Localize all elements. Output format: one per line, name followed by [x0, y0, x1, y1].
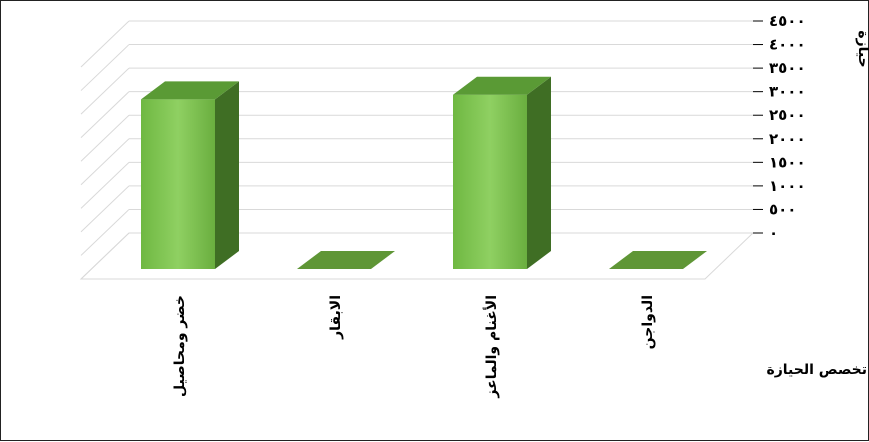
- x-axis-category-labels: خضر ومحاصيل الابقار الأغنام والماعز الدواجن: [172, 295, 656, 399]
- gridline-side: [81, 92, 129, 138]
- x-category-label: الابقار: [328, 295, 344, 340]
- gridline-side: [81, 186, 129, 232]
- y-tick-label: ٣٥٠٠: [769, 59, 806, 77]
- y-tick-label: ٠: [769, 224, 778, 242]
- gridline-side: [81, 162, 129, 208]
- gridline-side: [81, 45, 129, 91]
- gridline-side: [81, 115, 129, 161]
- y-axis-title: حيازة: [855, 30, 869, 67]
- y-tick-label: ١٠٠٠: [769, 177, 806, 195]
- bar: [453, 77, 551, 269]
- y-tick-label: ٢٠٠٠: [769, 130, 806, 148]
- bar-side-face: [215, 81, 239, 269]
- bar: [141, 81, 239, 269]
- x-category-label: الأغنام والماعز: [483, 295, 500, 399]
- gridline-side: [81, 139, 129, 185]
- x-category-label: خضر ومحاصيل: [172, 295, 188, 397]
- bar-side-face: [527, 77, 551, 269]
- y-tick-label: ٣٠٠٠: [769, 83, 806, 101]
- bar-front-face: [141, 99, 215, 269]
- gridline-side: [81, 68, 129, 114]
- y-tick-label: ٤٥٠٠: [769, 12, 806, 30]
- x-category-label: الدواجن: [640, 295, 656, 349]
- y-axis-tick-labels: ٠ ٥٠٠ ١٠٠٠ ١٥٠٠ ٢٠٠٠ ٢٥٠٠ ٣٠٠٠ ٣٥٠٠ ٤٠٠٠ ٤٥٠٠: [769, 12, 806, 242]
- bar-front-face: [453, 95, 527, 269]
- y-tick-label: ١٥٠٠: [769, 153, 806, 171]
- y-tick-label: ٤٠٠٠: [769, 36, 806, 54]
- y-tick-label: ٥٠٠: [769, 200, 796, 218]
- x-axis-title: تخصص الحيازة: [766, 362, 867, 378]
- gridline-side: [81, 21, 129, 67]
- y-tick-label: ٢٥٠٠: [769, 106, 806, 124]
